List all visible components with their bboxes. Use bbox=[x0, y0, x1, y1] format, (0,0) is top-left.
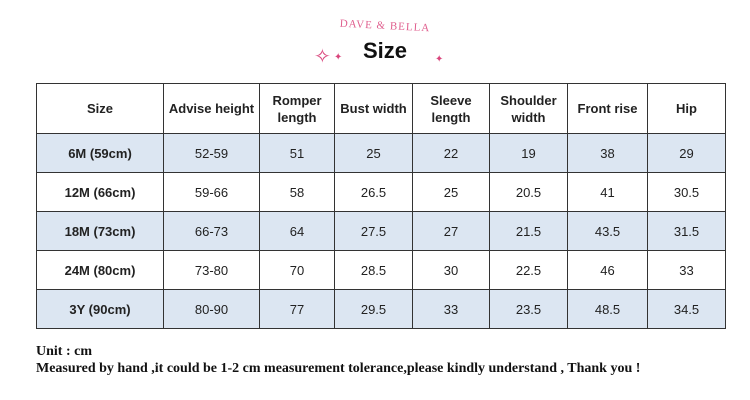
notes: Unit : cm Measured by hand ,it could be … bbox=[36, 343, 640, 377]
size-cell: 6M (59cm) bbox=[36, 133, 164, 173]
table-row: 18M (73cm) 66-73 64 27.5 27 21.5 43.5 31.5 bbox=[36, 211, 726, 251]
value-cell: 70 bbox=[259, 250, 335, 290]
value-cell: 26.5 bbox=[334, 172, 413, 212]
value-cell: 25 bbox=[412, 172, 490, 212]
column-header: Shoulder width bbox=[489, 83, 568, 134]
value-cell: 43.5 bbox=[567, 211, 648, 251]
value-cell: 80-90 bbox=[163, 289, 260, 329]
table-header-row: Size Advise height Romper length Bust width… bbox=[36, 83, 726, 134]
column-header: Romper length bbox=[259, 83, 335, 134]
brand-logo: DAVE & BELLA bbox=[339, 17, 431, 35]
column-header: Bust width bbox=[334, 83, 413, 134]
value-cell: 77 bbox=[259, 289, 335, 329]
value-cell: 19 bbox=[489, 133, 568, 173]
value-cell: 25 bbox=[334, 133, 413, 173]
value-cell: 20.5 bbox=[489, 172, 568, 212]
table-row: 24M (80cm) 73-80 70 28.5 30 22.5 46 33 bbox=[36, 250, 726, 290]
table-row: 12M (66cm) 59-66 58 26.5 25 20.5 41 30.5 bbox=[36, 172, 726, 212]
sparkle-icon: ✧ bbox=[314, 46, 331, 68]
column-header: Size bbox=[36, 83, 164, 134]
value-cell: 33 bbox=[412, 289, 490, 329]
table-row: 6M (59cm) 52-59 51 25 22 19 38 29 bbox=[36, 133, 726, 173]
value-cell: 46 bbox=[567, 250, 648, 290]
value-cell: 66-73 bbox=[163, 211, 260, 251]
size-table: Size Advise height Romper length Bust width… bbox=[36, 83, 726, 329]
size-cell: 18M (73cm) bbox=[36, 211, 164, 251]
sparkle-icon: ✦ bbox=[334, 52, 343, 63]
value-cell: 41 bbox=[567, 172, 648, 212]
value-cell: 27.5 bbox=[334, 211, 413, 251]
value-cell: 51 bbox=[259, 133, 335, 173]
size-cell: 12M (66cm) bbox=[36, 172, 164, 212]
column-header: Sleeve length bbox=[412, 83, 490, 134]
value-cell: 64 bbox=[259, 211, 335, 251]
value-cell: 29 bbox=[647, 133, 726, 173]
value-cell: 73-80 bbox=[163, 250, 260, 290]
size-cell: 24M (80cm) bbox=[36, 250, 164, 290]
page-title: Size bbox=[362, 38, 408, 63]
column-header: Advise height bbox=[163, 83, 260, 134]
value-cell: 30.5 bbox=[647, 172, 726, 212]
value-cell: 30 bbox=[412, 250, 490, 290]
size-cell: 3Y (90cm) bbox=[36, 289, 164, 329]
value-cell: 58 bbox=[259, 172, 335, 212]
sparkle-icon: ✦ bbox=[435, 54, 444, 65]
column-header: Front rise bbox=[567, 83, 648, 134]
value-cell: 27 bbox=[412, 211, 490, 251]
table-row: 3Y (90cm) 80-90 77 29.5 33 23.5 48.5 34.5 bbox=[36, 289, 726, 329]
value-cell: 48.5 bbox=[567, 289, 648, 329]
value-cell: 52-59 bbox=[163, 133, 260, 173]
value-cell: 29.5 bbox=[334, 289, 413, 329]
value-cell: 38 bbox=[567, 133, 648, 173]
tolerance-note: Measured by hand ,it could be 1-2 cm mea… bbox=[36, 361, 641, 376]
value-cell: 33 bbox=[647, 250, 726, 290]
value-cell: 28.5 bbox=[334, 250, 413, 290]
value-cell: 23.5 bbox=[489, 289, 568, 329]
value-cell: 59-66 bbox=[163, 172, 260, 212]
column-header: Hip bbox=[647, 83, 726, 134]
unit-note: Unit : cm bbox=[36, 344, 92, 359]
value-cell: 34.5 bbox=[647, 289, 726, 329]
value-cell: 31.5 bbox=[647, 211, 726, 251]
value-cell: 21.5 bbox=[489, 211, 568, 251]
value-cell: 22.5 bbox=[489, 250, 568, 290]
value-cell: 22 bbox=[412, 133, 490, 173]
